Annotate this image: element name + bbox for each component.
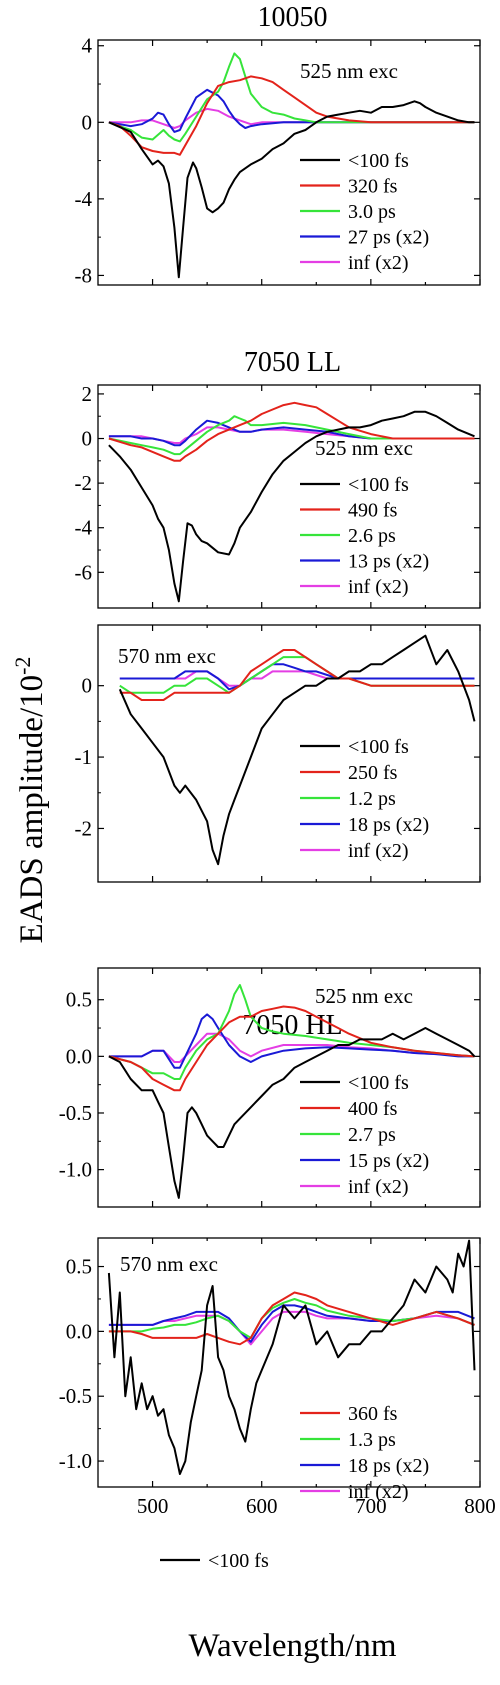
panel-2-legend-label: 2.6 ps bbox=[348, 525, 396, 547]
panel-5-frame bbox=[97, 1237, 481, 1488]
panel-1-series-1 bbox=[108, 75, 475, 156]
panel-3-ytick-label: -2 bbox=[75, 816, 93, 840]
panel-2-series-1 bbox=[108, 401, 475, 462]
panel-3-annotation: 570 nm exc bbox=[118, 644, 216, 668]
panel-4-series-1 bbox=[108, 1005, 475, 1092]
panel-2-ytick-label: 0 bbox=[82, 427, 93, 451]
panel-1-series-0 bbox=[108, 100, 475, 279]
panel-4-legend-label: 400 fs bbox=[348, 1098, 398, 1120]
panel-3-series-0 bbox=[118, 634, 476, 866]
panel-3-frame bbox=[97, 624, 481, 883]
panel-4-ytick-label: -0.5 bbox=[59, 1101, 92, 1125]
panel-2-annotation: 525 nm exc bbox=[315, 436, 413, 460]
panel-3-legend-label: 1.2 ps bbox=[348, 788, 396, 810]
panel-2-ytick-label: -6 bbox=[75, 560, 93, 584]
panel-4-series-4 bbox=[108, 1032, 475, 1063]
panel-5-legend-label: 1.3 ps bbox=[348, 1429, 396, 1451]
panel-2-legend-label: <100 fs bbox=[348, 474, 409, 496]
panel-3-legend-label: 250 fs bbox=[348, 762, 398, 784]
panel-5-series-1 bbox=[108, 1291, 475, 1346]
panel-2-legend-label: 13 ps (x2) bbox=[348, 551, 429, 573]
panel-2-series-2 bbox=[108, 415, 475, 456]
panel-5-ytick-label: -0.5 bbox=[59, 1384, 92, 1408]
panel-4-annotation: 525 nm exc bbox=[315, 984, 413, 1008]
panel-1-series-2 bbox=[108, 52, 475, 143]
panel-5-xtick-label: 500 bbox=[137, 1494, 169, 1518]
panel-1-ytick-label: 4 bbox=[82, 34, 93, 58]
panel-4-ytick-label: 0.0 bbox=[66, 1044, 92, 1068]
panel-5-xtick-label: 600 bbox=[246, 1494, 278, 1518]
panel-1-legend-label: 3.0 ps bbox=[348, 201, 396, 223]
panel-3-ytick-label: -1 bbox=[75, 745, 93, 769]
panel-2-series-0 bbox=[108, 410, 475, 603]
panel-4-legend-label: inf (x2) bbox=[348, 1176, 409, 1198]
panel-1-legend-label: inf (x2) bbox=[348, 252, 409, 274]
panel-title-7050-ll: 7050 LL bbox=[243, 347, 342, 378]
panel-5-series-0 bbox=[107, 1239, 476, 1475]
panel-4-legend-label: 15 ps (x2) bbox=[348, 1150, 429, 1172]
panel-3-ytick-label: 0 bbox=[82, 674, 93, 698]
panel-1-legend-label: 320 fs bbox=[348, 176, 398, 198]
panel-4-legend-label: <100 fs bbox=[348, 1072, 409, 1094]
panel-3-legend-label: inf (x2) bbox=[348, 840, 409, 862]
panel-1-legend-label: <100 fs bbox=[348, 150, 409, 172]
panel-1-legend-label: 27 ps (x2) bbox=[348, 227, 429, 249]
panel-4-ytick-label: -1.0 bbox=[59, 1158, 92, 1182]
panel-5-xtick-label: 700 bbox=[355, 1494, 387, 1518]
panel-2-ytick-label: -2 bbox=[75, 471, 93, 495]
panel-4-series-0 bbox=[108, 1027, 476, 1199]
panel-5-series-3 bbox=[108, 1304, 475, 1343]
panel-4-series-2 bbox=[108, 984, 475, 1080]
panel-1-ytick-label: -8 bbox=[75, 263, 93, 287]
panel-2-ytick-label: 2 bbox=[82, 382, 93, 406]
panel-5-xtick-label: 800 bbox=[464, 1494, 496, 1518]
panel-1-annotation: 525 nm exc bbox=[300, 59, 398, 83]
panel-1-ytick-label: 0 bbox=[82, 110, 93, 134]
panel-5-legend-label: <100 fs bbox=[208, 1550, 269, 1572]
panel-5-annotation: 570 nm exc bbox=[120, 1252, 218, 1276]
panel-2-legend-label: 490 fs bbox=[348, 500, 398, 522]
panel-4-ytick-label: 0.5 bbox=[66, 988, 92, 1012]
panel-5-legend-label: inf (x2) bbox=[348, 1481, 409, 1503]
panel-3-legend-label: <100 fs bbox=[348, 736, 409, 758]
panel-3-legend-label: 18 ps (x2) bbox=[348, 814, 429, 836]
panel-5-ytick-label: 0.5 bbox=[66, 1255, 92, 1279]
panel-4-frame bbox=[97, 967, 481, 1208]
panel-5-ytick-label: 0.0 bbox=[66, 1319, 92, 1343]
panel-1-frame bbox=[97, 39, 481, 286]
panel-3-series-1 bbox=[119, 649, 475, 701]
panel-4-series-3 bbox=[108, 1013, 475, 1069]
panel-title-10050: 10050 bbox=[257, 2, 328, 33]
panel-5-legend-label: 18 ps (x2) bbox=[348, 1455, 429, 1477]
x-axis-label: Wavelength/nm bbox=[188, 1628, 397, 1664]
panel-5-legend-label: 360 fs bbox=[348, 1403, 398, 1425]
panel-2-legend-label: inf (x2) bbox=[348, 576, 409, 598]
panel-2-frame bbox=[97, 384, 481, 609]
panel-5-ytick-label: -1.0 bbox=[59, 1449, 92, 1473]
panel-2-ytick-label: -4 bbox=[75, 516, 93, 540]
panel-4-legend-label: 2.7 ps bbox=[348, 1124, 396, 1146]
panel-1-ytick-label: -4 bbox=[75, 187, 93, 211]
